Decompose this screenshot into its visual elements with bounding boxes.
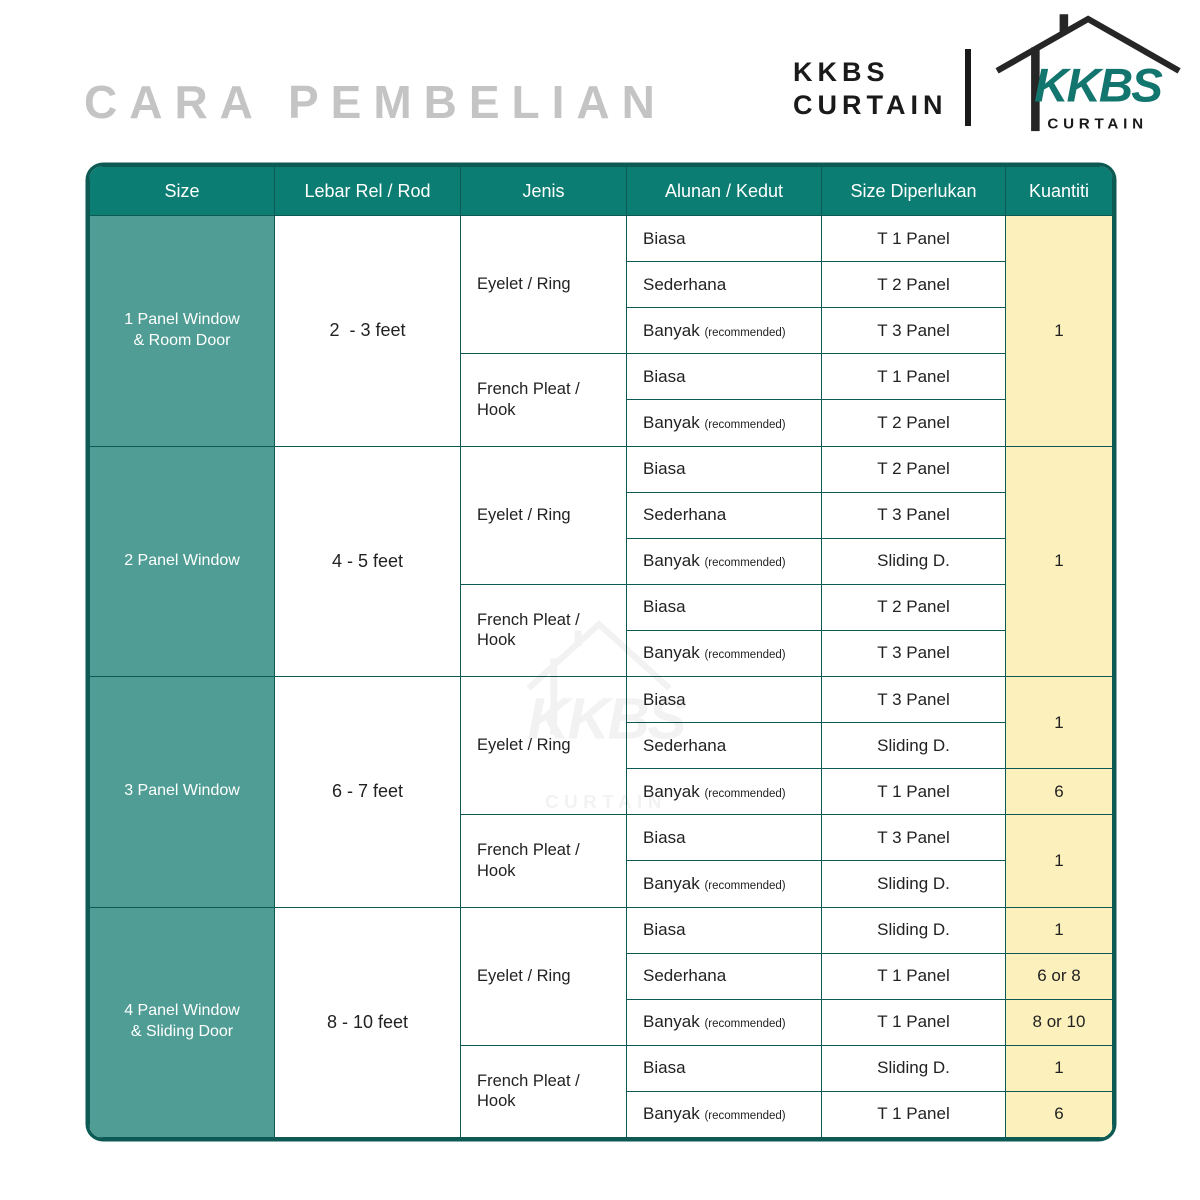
- svg-text:KKBS: KKBS: [1034, 60, 1163, 113]
- svg-text:CURTAIN: CURTAIN: [1047, 115, 1147, 132]
